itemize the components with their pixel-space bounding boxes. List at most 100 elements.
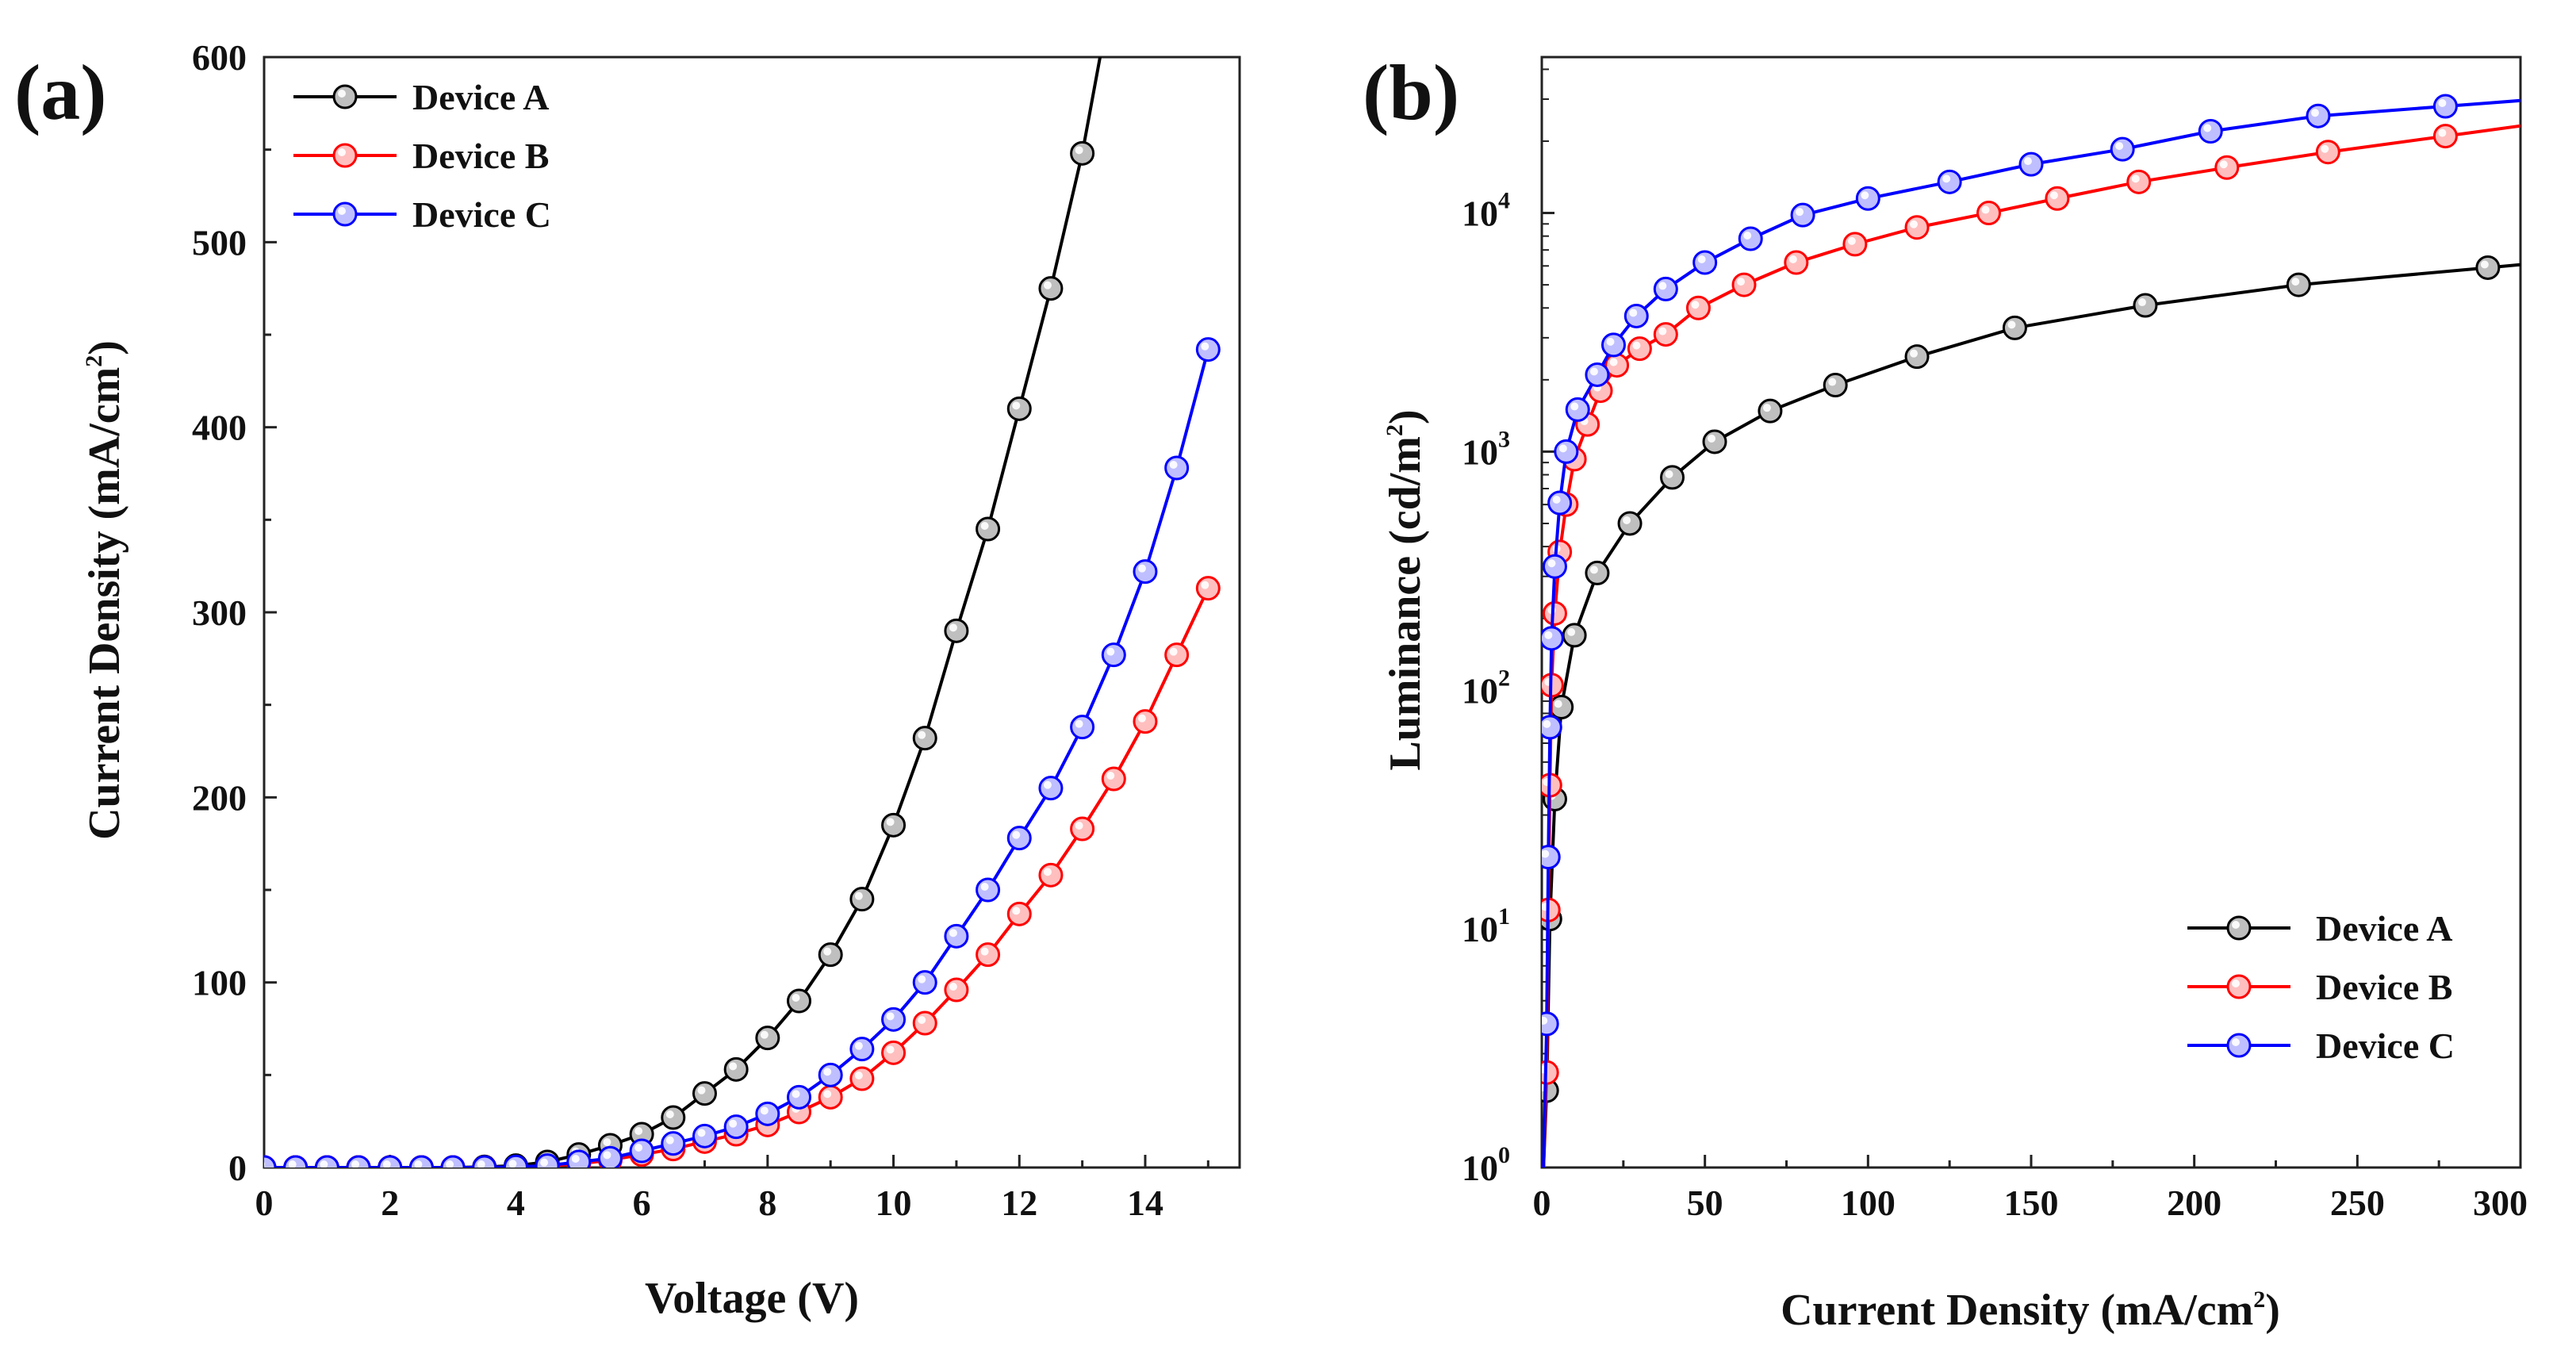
panel-a-device-a-marker-24 [1006,396,1032,421]
panel-b-device-a-marker-body [1702,429,1727,454]
panel-a-y-tick-label: 500 [192,222,247,263]
panel-a-legend-device-b-marker-body [332,143,358,168]
panel-a-device-a-marker-body [849,887,875,912]
panel-b-y-tick-label: 100 [1462,1142,1510,1188]
panel-b-x-tick-label: 200 [2167,1183,2221,1223]
panel-b-y-axis-title-exp: 2 [1382,424,1408,436]
panel-a-device-b-marker-highlight [1137,714,1146,723]
panel-a-device-a-line [264,57,1102,1168]
panel-a-plot-area [263,56,1241,1169]
panel-a-device-b-marker-26 [1070,816,1095,842]
panel-b-y-axis-title-main: Luminance (cd/m [1381,436,1430,771]
panel-a-device-c-marker-highlight [886,1012,895,1021]
panel-a-device-c-marker-body [597,1145,623,1168]
panel-a-device-c-marker-19 [849,1037,875,1062]
panel-a-device-c-marker-highlight [603,1151,611,1160]
panel-a-device-a-marker-body [818,942,843,968]
panel-b-y-tick-base: 10 [1462,909,1498,949]
panel-a-y-axis-title: Current Density (mA/cm2) [80,340,129,840]
panel-b-device-b-marker-body [1976,201,2002,226]
panel-a-device-b-marker-22 [944,977,969,1003]
panel-a-device-c-marker-highlight [634,1144,643,1152]
panel-a-device-b-marker-body [1195,576,1221,601]
panel-a-device-c-marker-body [283,1155,309,1168]
panel-a-device-b-marker-24 [1006,901,1032,926]
panel-a-device-a-marker-body [787,988,812,1014]
panel-a-device-b-series [264,576,1221,1168]
panel-a-device-c-marker-body [723,1114,749,1140]
panel-b-device-c-marker-17 [2018,151,2044,177]
panel-a-device-c-marker-body [661,1131,686,1156]
panel-a-device-a-marker-body [944,618,969,643]
panel-a-device-c-marker-4 [378,1155,403,1168]
panel-a-device-c-marker-body [818,1062,843,1087]
panel-b-device-b-marker-highlight [1847,236,1856,245]
panel-a-device-c-marker-highlight [414,1160,423,1168]
panel-a-device-c-marker-23 [976,877,1001,903]
panel-a-device-b-marker-highlight [823,1090,832,1099]
panel-a-device-b-marker-highlight [980,947,989,956]
panel-a-device-c-marker-body [787,1084,812,1110]
panel-a-device-c-marker-1 [283,1155,309,1168]
panel-a-device-a-marker-highlight [1012,401,1021,410]
panel-a-device-c-marker-7 [472,1155,497,1168]
panel-a-device-a-marker-25 [1038,276,1064,301]
panel-a-device-c-marker-body [264,1155,277,1168]
panel-b-device-c-marker-body [1542,554,1567,579]
panel-a-device-c-marker-20 [881,1006,907,1032]
panel-b-device-c-marker-highlight [1658,282,1667,290]
panel-b-x-tick-label: 100 [1841,1183,1896,1223]
panel-a-device-a-marker-21 [912,726,937,751]
panel-b-device-c-marker-body [1542,845,1561,870]
panel-b-device-a-marker-3 [1549,695,1574,720]
panel-a-device-a-marker-body [912,726,937,751]
panel-a-label: (a) [14,48,107,136]
panel-a-legend-device-b-marker-highlight [338,148,346,156]
panel-a-device-a-marker-highlight [918,730,926,739]
panel-b-device-c-marker-10 [1623,303,1649,328]
panel-a-device-c-marker-body [1038,776,1064,801]
panel-a-device-c-marker-body [440,1155,466,1168]
panel-a-device-c-marker-28 [1133,559,1158,585]
panel-a-legend-device-a-marker-0 [332,84,358,109]
panel-a-y-axis-title-tail: ) [80,340,129,355]
panel-b-x-axis-title-main: Current Density (mA/cm [1781,1286,2253,1335]
panel-a-device-c-marker-21 [912,970,937,995]
panel-a-device-c-marker-body [692,1123,717,1148]
panel-b-device-a-marker-body [1617,511,1643,536]
panel-a-device-c-marker-body [1006,826,1032,851]
panel-b-y-tick-label: 102 [1462,665,1510,711]
panel-a-device-b-marker-body [1038,862,1064,888]
panel-b-legend-device-c: Device C [2187,1026,2455,1066]
panel-b-device-c-marker-body [1738,226,1763,251]
panel-a-legend-device-b-label: Device B [412,136,549,176]
panel-a-legend-device-c: Device C [293,194,551,235]
panel-b-device-a-marker-body [1585,560,1610,585]
panel-a-y-tick-label: 300 [192,592,247,633]
panel-a-device-b-marker-body [849,1066,875,1091]
panel-b-device-a-marker-body [2286,272,2311,297]
panel-b-device-c-marker-body [2198,119,2223,144]
panel-b-device-c-marker-0 [1542,1011,1559,1037]
panel-a-device-c-marker-highlight [665,1136,674,1145]
panel-a-device-b-marker-21 [912,1010,937,1036]
panel-b-device-c-marker-highlight [1552,495,1561,504]
panel-a-device-c-marker-body [849,1037,875,1062]
panel-b-device-a-marker-14 [2286,272,2311,297]
panel-a-device-b-marker-highlight [1201,581,1209,589]
panel-a-device-a-marker-19 [849,887,875,912]
panel-b-device-b-marker-highlight [2219,160,2228,169]
panel-b-legend-device-c-label: Device C [2316,1026,2455,1066]
panel-a-device-c-line [264,349,1210,1168]
panel-b-device-c-marker-9 [1600,332,1626,358]
panel-a-device-a-marker-15 [723,1056,749,1082]
panel-a-device-c-marker-body [408,1155,434,1168]
panel-b-legend-device-a-label: Device A [2316,908,2452,949]
panel-b-device-c-marker-4 [1542,554,1567,579]
panel-b-device-b-marker-body [1627,336,1652,362]
panel-b-device-b-marker-22 [2315,140,2340,165]
panel-a-legend-device-c-label: Device C [412,194,551,235]
panel-b-device-b-marker-17 [1904,215,1930,240]
